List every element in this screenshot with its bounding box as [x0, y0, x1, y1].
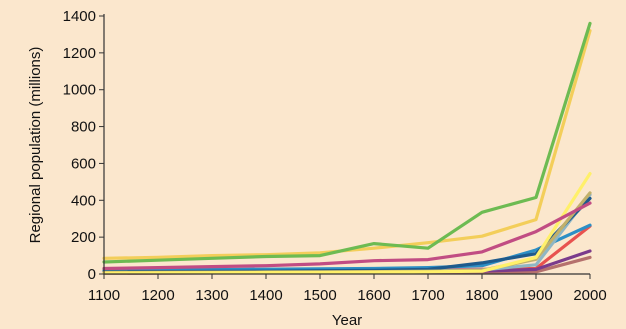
- x-axis-title: Year: [332, 312, 362, 329]
- series-line-11: [102, 21, 592, 264]
- y-tick-label: 400: [71, 192, 96, 209]
- series-line-10: [102, 29, 592, 260]
- y-tick-label: 1000: [63, 82, 96, 99]
- x-tick-label: 1700: [411, 287, 444, 304]
- y-tick-label: 1400: [63, 8, 96, 25]
- x-tick-label: 1200: [141, 287, 174, 304]
- series-layer: [102, 21, 592, 275]
- x-tick-label: 1800: [465, 287, 498, 304]
- x-tick-label: 1400: [249, 287, 282, 304]
- series-line-9: [102, 201, 592, 271]
- y-tick-label: 600: [71, 155, 96, 172]
- labels-layer: Year Regional population (millions): [27, 47, 362, 329]
- y-tick-label: 1200: [63, 45, 96, 62]
- x-tick-label: 1900: [519, 287, 552, 304]
- x-tick-label: 1600: [357, 287, 390, 304]
- y-tick-label: 800: [71, 119, 96, 136]
- x-tick-label: 1500: [303, 287, 336, 304]
- x-tick-label: 2000: [573, 287, 606, 304]
- series-line-8: [102, 172, 592, 275]
- y-axis-title: Regional population (millions): [27, 47, 44, 244]
- axes-layer: 0 200 400 600 800 1000 1200 1400 1100 1200 1300 140…: [63, 8, 607, 304]
- x-tick-label: 1300: [195, 287, 228, 304]
- y-tick-label: 200: [71, 229, 96, 246]
- x-tick-label: 1100: [88, 287, 120, 304]
- y-tick-label: 0: [88, 266, 96, 283]
